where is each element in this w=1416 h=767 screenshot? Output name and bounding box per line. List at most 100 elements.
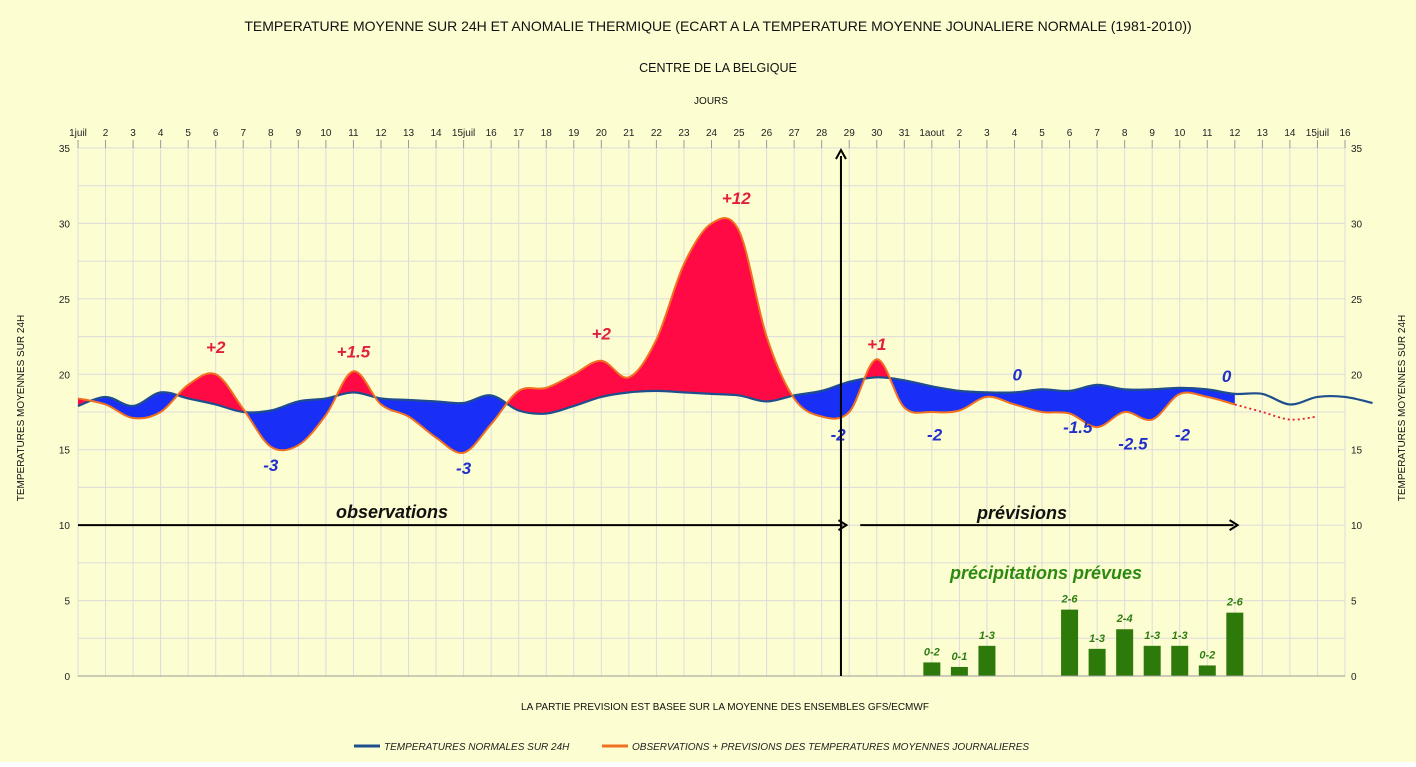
x-tick-label: 6 — [213, 128, 219, 139]
precipitation-bar-label: 1-3 — [1144, 630, 1160, 642]
cold-anomaly-area — [246, 393, 338, 451]
x-tick-label: 26 — [761, 128, 773, 139]
x-tick-label: 13 — [1257, 128, 1269, 139]
x-tick-label: 18 — [541, 128, 553, 139]
x-tick-label: 12 — [1229, 128, 1241, 139]
precipitation-bar — [1171, 645, 1189, 676]
y-tick-label-right: 30 — [1351, 219, 1363, 230]
x-tick-label: 6 — [1067, 128, 1073, 139]
legend-normal-label: TEMPERATURES NORMALES SUR 24H — [384, 742, 570, 753]
series-lines — [77, 217, 1373, 454]
x-tick-label: 3 — [130, 128, 136, 139]
x-tick-label: 3 — [984, 128, 990, 139]
x-tick-label: 7 — [1094, 128, 1100, 139]
top-axis-label: JOURS — [694, 96, 728, 107]
legend: TEMPERATURES NORMALES SUR 24H OBSERVATIO… — [354, 742, 1029, 753]
precipitation-bar-label: 1-3 — [979, 630, 995, 642]
legend-obs-label: OBSERVATIONS + PREVISIONS DES TEMPERATUR… — [632, 742, 1029, 753]
y-tick-label-left: 15 — [59, 446, 71, 457]
observed-temperature-line — [77, 217, 1236, 454]
y-axis-label-left: TEMPERATURES MOYENNES SUR 24H — [16, 315, 27, 502]
x-tick-label: 10 — [320, 128, 332, 139]
x-tick-label: 20 — [596, 128, 608, 139]
x-tick-label: 13 — [403, 128, 415, 139]
x-tick-label: 15juil — [452, 128, 475, 139]
x-tick-label: 19 — [568, 128, 580, 139]
x-tick-label: 27 — [789, 128, 801, 139]
y-tick-label-right: 20 — [1351, 370, 1363, 381]
x-tick-label: 16 — [1339, 128, 1351, 139]
cold-anomaly-label: -2 — [831, 426, 847, 445]
cold-anomaly-area — [375, 395, 508, 454]
x-tick-label: 31 — [899, 128, 911, 139]
cold-anomaly-label: -2 — [927, 426, 943, 445]
y-axis-label-right: TEMPERATURES MOYENNES SUR 24H — [1397, 315, 1408, 502]
precipitation-bar-label: 1-3 — [1172, 630, 1188, 642]
warm-anomaly-area — [177, 373, 247, 414]
y-tick-label-left: 20 — [59, 370, 71, 381]
cold-anomaly-area — [792, 376, 866, 419]
y-tick-label-left: 25 — [59, 295, 71, 306]
x-tick-label: 16 — [486, 128, 498, 139]
cold-anomaly-label: -3 — [263, 456, 279, 475]
x-tick-label: 9 — [1149, 128, 1155, 139]
warm-anomaly-label: +2 — [206, 338, 226, 357]
x-tick-label: 21 — [623, 128, 635, 139]
precipitation-title: précipitations prévues — [949, 563, 1142, 583]
y-tick-label-left: 10 — [59, 521, 71, 532]
x-tick-label: 1aout — [919, 128, 944, 139]
warm-anomaly-label: +1 — [867, 335, 886, 354]
chart-subtitle: CENTRE DE LA BELGIQUE — [639, 61, 797, 75]
y-tick-label-right: 0 — [1351, 672, 1357, 683]
y-tick-label-left: 35 — [59, 144, 71, 155]
x-tick-label: 28 — [816, 128, 828, 139]
precipitation-bar — [923, 662, 941, 676]
x-tick-label: 29 — [844, 128, 856, 139]
x-tick-label: 11 — [348, 128, 359, 139]
x-tick-label: 2 — [957, 128, 963, 139]
precipitation-bar-label: 2-4 — [1116, 613, 1133, 625]
x-tick-label: 9 — [296, 128, 302, 139]
x-tick-label: 10 — [1174, 128, 1186, 139]
precipitation-bar — [1198, 665, 1216, 676]
y-tick-label-right: 25 — [1351, 295, 1363, 306]
precipitation-bar-label: 0-1 — [951, 651, 967, 663]
period-arrows — [78, 147, 1240, 676]
cold-anomaly-label: 0 — [1222, 367, 1232, 386]
precipitation-bar-label: 0-2 — [924, 646, 940, 658]
cold-anomaly-label: 0 — [1012, 365, 1022, 384]
warm-anomaly-area — [507, 218, 793, 414]
anomaly-annotations: +2 +1.5 +2 +12 +1 -3 -3 -2 -2 0 -1.5 -2.5 -2 0 — [206, 189, 1232, 478]
y-tick-label-right: 10 — [1351, 521, 1363, 532]
y-tick-label-left: 0 — [64, 672, 70, 683]
x-tick-label: 8 — [268, 128, 274, 139]
warm-anomaly-label: +12 — [722, 189, 751, 208]
x-tick-label: 22 — [651, 128, 663, 139]
precipitation-bar — [1061, 609, 1079, 676]
precipitation-bar — [1226, 612, 1244, 676]
y-tick-label-left: 30 — [59, 219, 71, 230]
x-tick-label: 8 — [1122, 128, 1128, 139]
warm-anomaly-label: +2 — [592, 325, 612, 344]
x-tick-label: 4 — [1012, 128, 1018, 139]
precipitation-bar — [978, 645, 996, 676]
previsions-arrow-head — [1229, 519, 1240, 531]
precipitation-bars: 0-2 0-1 1-3 2-6 1-3 2-4 1-3 1-3 0-2 2-6 — [923, 594, 1244, 676]
x-tick-label: 14 — [431, 128, 443, 139]
normal-temperature-line — [77, 376, 1373, 415]
precipitation-bar — [1143, 645, 1161, 676]
cold-anomaly-label: -3 — [456, 459, 472, 478]
x-tick-label: 30 — [871, 128, 883, 139]
x-tick-label: 14 — [1284, 128, 1296, 139]
x-tick-label: 7 — [240, 128, 246, 139]
precipitation-bar-label: 2-6 — [1061, 594, 1079, 606]
y-tick-label-right: 5 — [1351, 597, 1357, 608]
x-tick-label: 2 — [103, 128, 109, 139]
footer-note: LA PARTIE PREVISION EST BASEE SUR LA MOY… — [521, 702, 929, 713]
x-tick-label: 12 — [375, 128, 387, 139]
x-tick-label: 24 — [706, 128, 718, 139]
precipitation-bar-label: 1-3 — [1089, 633, 1105, 645]
cold-anomaly-label: -2 — [1175, 426, 1191, 445]
